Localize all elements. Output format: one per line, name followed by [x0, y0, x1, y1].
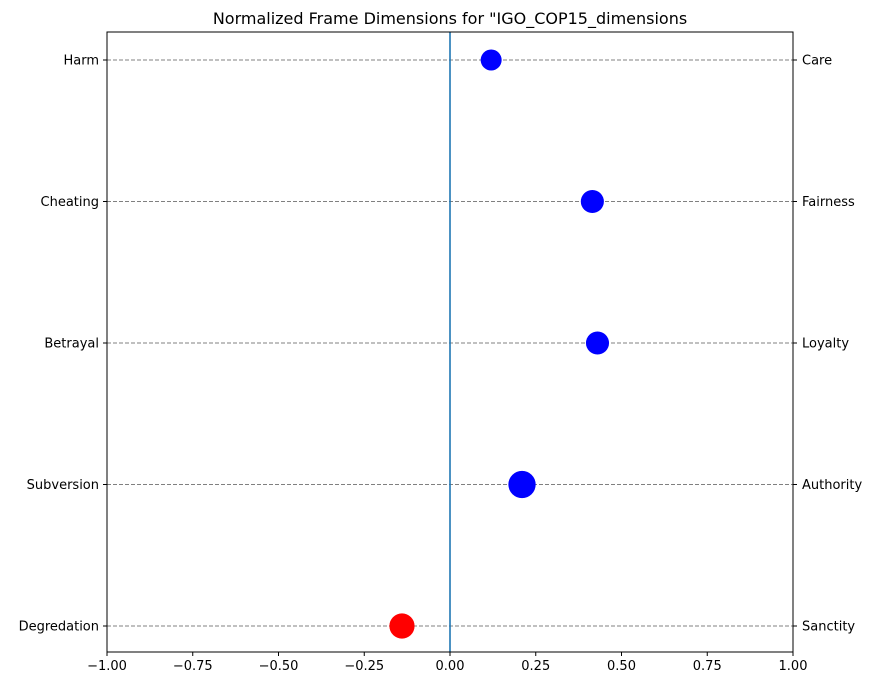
x-tick-label: 1.00 — [779, 659, 808, 674]
x-tick-label: −0.75 — [173, 659, 213, 674]
x-axis: −1.00 −0.75 −0.50 −0.25 0.00 0.25 0.50 0.75 1.00 — [87, 652, 807, 674]
left-tick-label: Degredation — [19, 620, 99, 635]
x-tick-label: 0.75 — [693, 659, 722, 674]
data-point — [585, 331, 610, 355]
left-tick-label: Betrayal — [44, 337, 99, 352]
right-tick-label: Sanctity — [802, 620, 855, 635]
data-point — [508, 470, 536, 499]
x-tick-label: −0.25 — [344, 659, 384, 674]
data-points — [389, 49, 610, 639]
left-tick-label: Cheating — [41, 195, 99, 210]
right-tick-label: Fairness — [802, 195, 855, 210]
left-tick-label: Subversion — [27, 478, 99, 493]
left-axis: Harm Cheating Betrayal Subversion Degredatio… — [19, 54, 107, 635]
x-tick-label: 0.00 — [436, 659, 465, 674]
x-tick-label: −0.50 — [259, 659, 299, 674]
data-point — [580, 189, 604, 214]
data-point — [389, 613, 415, 639]
chart-title: Normalized Frame Dimensions for "IGO_COP… — [213, 9, 687, 29]
left-tick-label: Harm — [63, 54, 99, 69]
right-tick-label: Authority — [802, 478, 862, 493]
right-tick-label: Care — [802, 54, 832, 69]
right-tick-label: Loyalty — [802, 337, 849, 352]
x-tick-label: −1.00 — [87, 659, 127, 674]
x-tick-label: 0.25 — [521, 659, 550, 674]
data-point — [480, 49, 502, 71]
right-axis: Care Fairness Loyalty Authority Sanctity — [793, 54, 862, 635]
x-tick-label: 0.50 — [607, 659, 636, 674]
